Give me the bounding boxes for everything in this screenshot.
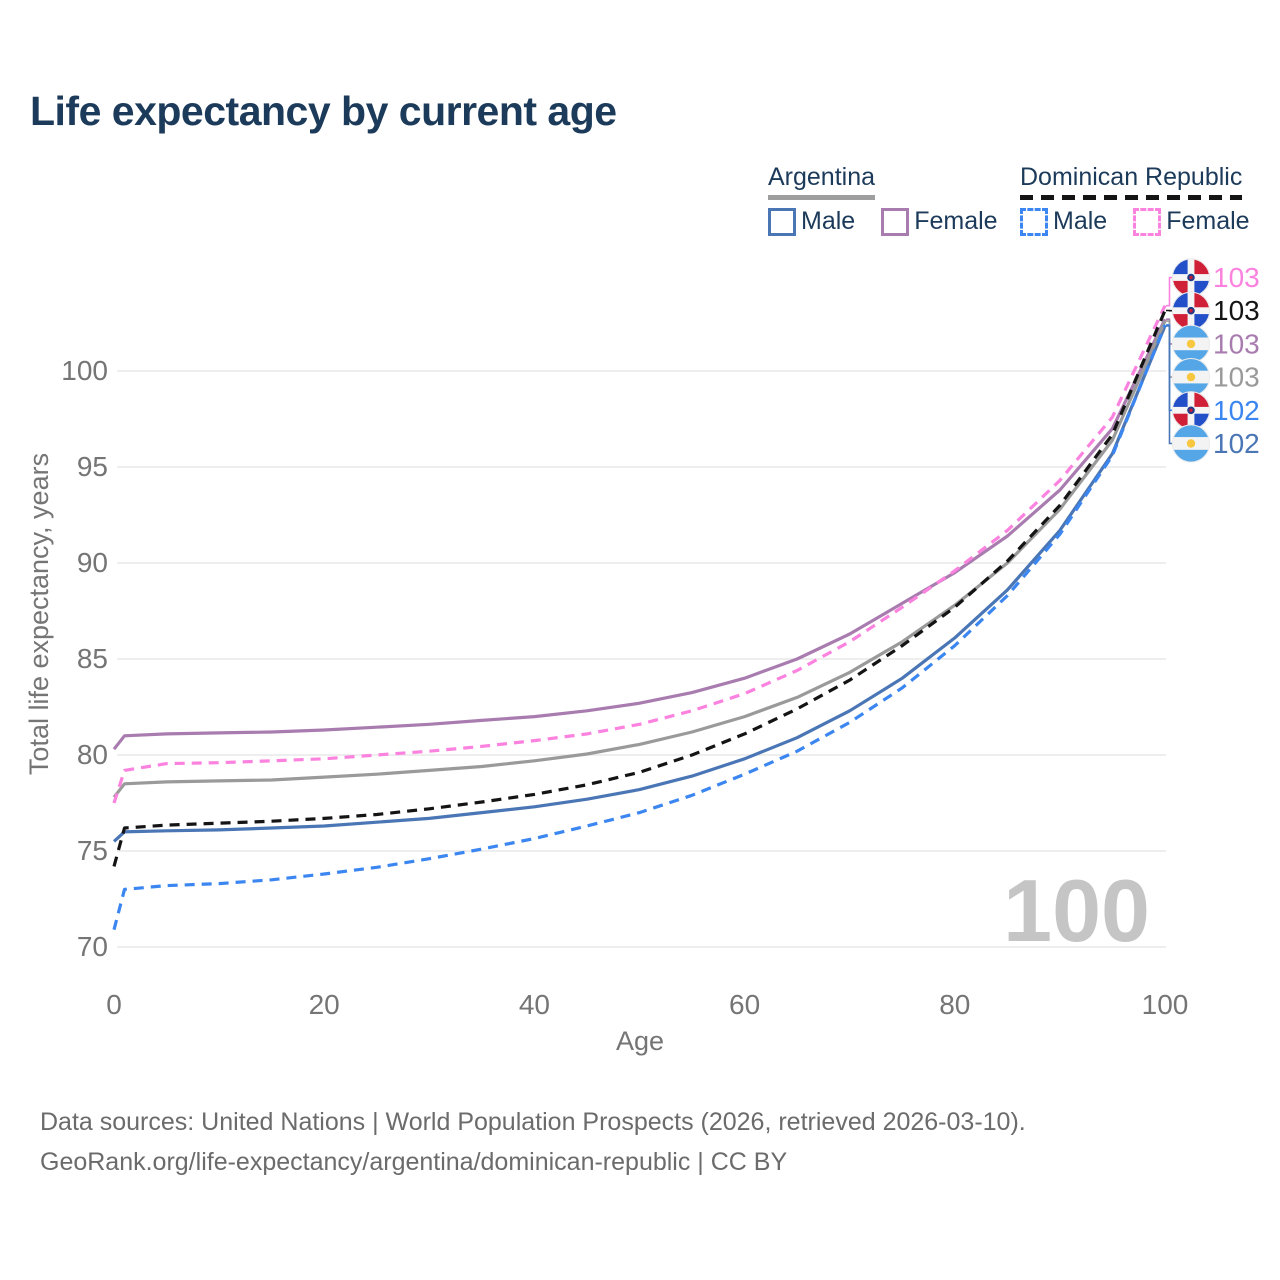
y-tick-label-95: 95 — [77, 451, 108, 482]
y-tick-label-100: 100 — [61, 355, 108, 386]
legend-group-dominican-republic: Dominican Republic Male Female — [1020, 163, 1250, 236]
y-tick-label-85: 85 — [77, 643, 108, 674]
legend-label: Female — [1166, 207, 1250, 235]
end-label-connector — [1166, 325, 1172, 445]
legend-label: Male — [801, 207, 856, 235]
end-value-label-dominican-republic-both: 103 — [1213, 295, 1260, 326]
end-value-label-argentina-both: 103 — [1213, 362, 1260, 393]
x-tick-label-100: 100 — [1142, 989, 1189, 1020]
dominican-republic-dashed-line-sample — [1020, 195, 1243, 200]
end-label-connector — [1166, 276, 1172, 307]
y-tick-label-75: 75 — [77, 835, 108, 866]
series-line-argentina-male — [112, 325, 1167, 843]
series-line-dominican-republic-male — [112, 324, 1167, 931]
dominican-republic-male-swatch-icon — [1020, 207, 1048, 236]
attribution-text: GeoRank.org/life-expectancy/argentina/do… — [40, 1148, 788, 1176]
argentina-flag-icon — [1171, 424, 1211, 463]
x-tick-label-20: 20 — [309, 989, 340, 1020]
legend-country-argentina: Argentina — [768, 163, 876, 191]
series-line-argentina-both — [112, 320, 1167, 799]
series-line-dominican-republic-female — [112, 305, 1167, 804]
y-tick-label-80: 80 — [77, 739, 108, 770]
end-value-label-dominican-republic-male: 102 — [1213, 395, 1260, 426]
data-sources-text: Data sources: United Nations | World Pop… — [40, 1108, 1026, 1136]
argentina-female-swatch-icon — [881, 207, 910, 236]
y-tick-label-70: 70 — [77, 931, 108, 962]
dominican-republic-flag-icon — [1171, 391, 1211, 430]
legend-label: Male — [1053, 207, 1108, 235]
chart-title: Life expectancy by current age — [30, 88, 617, 134]
legend-country-dominican-republic: Dominican Republic — [1020, 163, 1243, 191]
dominican-republic-flag-icon — [1171, 291, 1211, 330]
end-value-label-argentina-female: 103 — [1213, 328, 1260, 359]
y-tick-label-90: 90 — [77, 547, 108, 578]
x-tick-label-80: 80 — [939, 989, 970, 1020]
x-tick-label-60: 60 — [729, 989, 760, 1020]
end-value-label-argentina-male: 102 — [1213, 428, 1260, 459]
legend-group-argentina: Argentina Male Female — [768, 163, 998, 236]
legend-item-argentina-male[interactable]: Male — [768, 207, 855, 236]
argentina-solid-line-sample — [768, 195, 876, 200]
current-age-watermark: 100 — [1003, 861, 1150, 960]
dominican-republic-flag-icon — [1171, 258, 1211, 297]
legend-label: Female — [914, 207, 998, 235]
series-line-dominican-republic-both — [112, 309, 1167, 867]
argentina-male-swatch-icon — [768, 207, 796, 236]
legend-item-argentina-female[interactable]: Female — [881, 207, 998, 236]
end-value-label-dominican-republic-female: 103 — [1213, 262, 1260, 293]
argentina-flag-icon — [1171, 324, 1211, 363]
series-line-argentina-female — [112, 318, 1167, 751]
x-tick-label-0: 0 — [106, 989, 122, 1020]
dominican-republic-female-swatch-icon — [1133, 207, 1162, 236]
x-axis-title: Age — [616, 1026, 664, 1056]
y-axis-title: Total life expectancy, years — [24, 453, 54, 775]
legend-item-dominican-republic-male[interactable]: Male — [1020, 207, 1107, 236]
argentina-flag-icon — [1171, 358, 1211, 397]
x-tick-label-40: 40 — [519, 989, 550, 1020]
legend-item-dominican-republic-female[interactable]: Female — [1133, 207, 1250, 236]
